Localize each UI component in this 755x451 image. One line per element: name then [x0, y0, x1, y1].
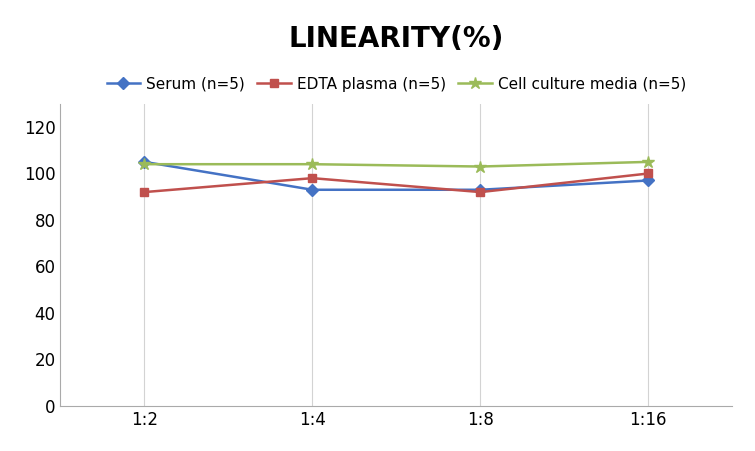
Line: EDTA plasma (n=5): EDTA plasma (n=5) — [140, 169, 652, 196]
Cell culture media (n=5) — [476, 164, 485, 169]
Serum (n=5) — [308, 187, 317, 193]
Serum (n=5) — [644, 178, 653, 183]
Cell culture media (n=5) — [644, 159, 653, 165]
EDTA plasma (n=5) — [308, 175, 317, 181]
Serum (n=5) — [476, 187, 485, 193]
EDTA plasma (n=5) — [140, 189, 149, 195]
Legend: Serum (n=5), EDTA plasma (n=5), Cell culture media (n=5): Serum (n=5), EDTA plasma (n=5), Cell cul… — [100, 70, 692, 98]
EDTA plasma (n=5) — [644, 171, 653, 176]
Line: Serum (n=5): Serum (n=5) — [140, 158, 652, 194]
Cell culture media (n=5) — [140, 161, 149, 167]
Text: LINEARITY(%): LINEARITY(%) — [288, 25, 504, 53]
EDTA plasma (n=5) — [476, 189, 485, 195]
Serum (n=5) — [140, 159, 149, 165]
Cell culture media (n=5) — [308, 161, 317, 167]
Line: Cell culture media (n=5): Cell culture media (n=5) — [138, 156, 655, 173]
